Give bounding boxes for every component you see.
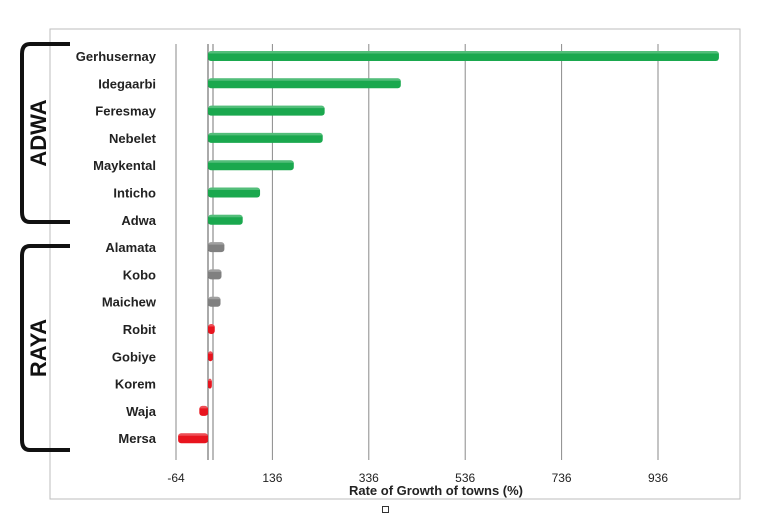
bar-gerhusernay (208, 51, 719, 61)
bar-highlight-alamata (208, 242, 225, 245)
x-tick-label-2: 336 (359, 471, 379, 485)
category-label-maykental: Maykental (93, 158, 156, 173)
bar-highlight-robit (208, 324, 215, 327)
bar-maichew (208, 296, 221, 307)
x-tick-labels: -64 136 336 536 736 936 (167, 471, 668, 485)
bar-kobo (208, 269, 222, 280)
category-label-kobo: Kobo (123, 267, 156, 282)
bar-nebelet (208, 132, 323, 143)
category-label-feresmay: Feresmay (95, 104, 156, 119)
category-label-alamata: Alamata (105, 240, 156, 255)
bar-korem (208, 378, 212, 389)
bar-feresmay (208, 105, 325, 116)
group-brackets: ADWA RAYA (20, 42, 70, 452)
bar-highlight-mersa (178, 433, 208, 436)
bar-highlight-feresmay (208, 105, 325, 109)
bar-highlight-gobiye (208, 351, 213, 354)
bar-highlight-gerhusernay (208, 51, 719, 54)
group-label-raya: RAYA (26, 319, 51, 377)
category-label-inticho: Inticho (113, 186, 156, 201)
bar-waja (199, 405, 208, 416)
bars (178, 51, 719, 444)
x-axis-title: Rate of Growth of towns (%) (349, 483, 523, 498)
bar-highlight-idegaarbi (208, 78, 401, 81)
x-tick-label-5: 936 (648, 471, 668, 485)
x-tick-label-4: 736 (552, 471, 572, 485)
bar-alamata (208, 242, 225, 253)
category-label-maichew: Maichew (102, 295, 157, 310)
bar-highlight-nebelet (208, 132, 323, 136)
category-label-waja: Waja (126, 404, 157, 419)
bar-mersa (178, 433, 208, 444)
group-label-adwa: ADWA (26, 99, 51, 166)
bracket-raya (20, 244, 70, 452)
chart-frame (49, 28, 741, 500)
bar-highlight-inticho (208, 187, 261, 190)
bar-highlight-adwa (208, 214, 243, 218)
bar-maykental (208, 160, 294, 171)
x-tick-label-0: -64 (167, 471, 185, 485)
bar-idegaarbi (208, 78, 401, 89)
bracket-adwa (20, 42, 70, 224)
category-label-mersa: Mersa (118, 431, 156, 446)
bar-highlight-korem (208, 378, 212, 382)
bar-robit (208, 324, 215, 334)
bar-highlight-kobo (208, 269, 222, 272)
bar-adwa (208, 214, 243, 225)
category-label-gerhusernay: Gerhusernay (76, 49, 157, 64)
category-labels: Gerhusernay Idegaarbi Feresmay Nebelet Mayke… (76, 49, 157, 446)
resize-handle[interactable] (382, 506, 389, 513)
bar-highlight-maichew (208, 296, 221, 300)
category-label-nebelet: Nebelet (109, 131, 157, 146)
category-label-korem: Korem (115, 377, 156, 392)
bar-gobiye (208, 351, 213, 362)
x-tick-label-1: 136 (262, 471, 282, 485)
category-label-gobiye: Gobiye (112, 349, 156, 364)
category-label-robit: Robit (123, 322, 157, 337)
category-label-idegaarbi: Idegaarbi (98, 76, 156, 91)
bar-highlight-waja (199, 405, 208, 409)
x-tick-label-3: 536 (455, 471, 475, 485)
category-label-adwa: Adwa (121, 213, 156, 228)
bar-inticho (208, 187, 261, 198)
bar-highlight-maykental (208, 160, 294, 163)
